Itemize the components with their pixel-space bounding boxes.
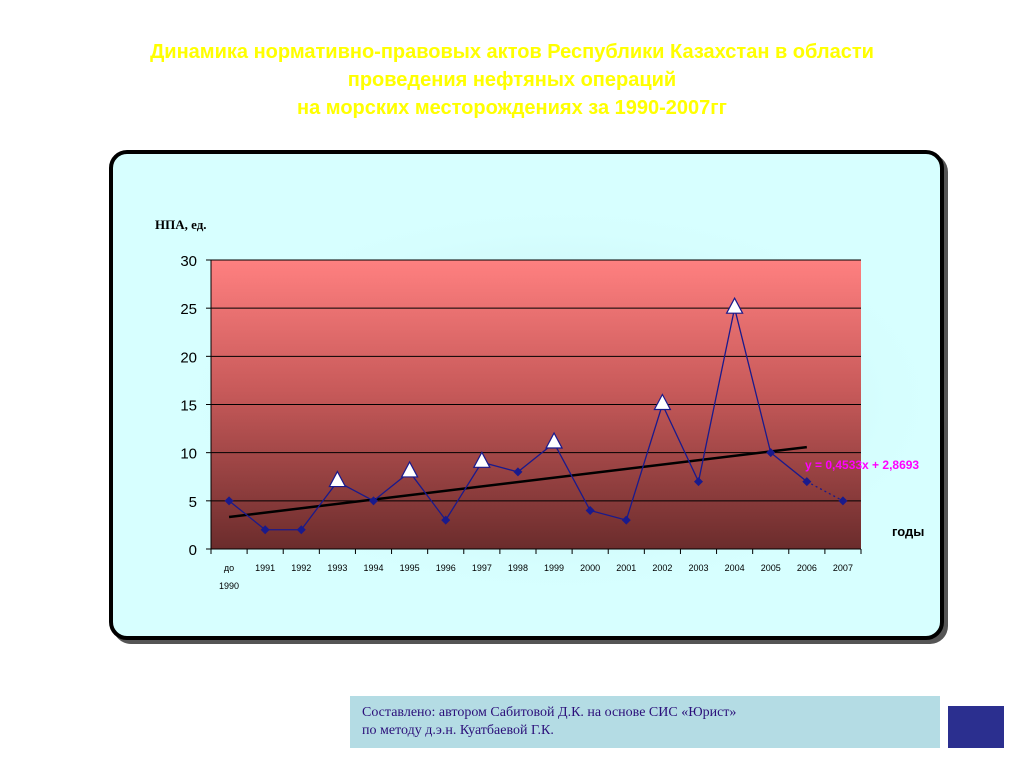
gridlines bbox=[211, 259, 861, 502]
x-tick-label: 1995 bbox=[400, 563, 420, 573]
data-point-triangle bbox=[725, 296, 744, 314]
data-point bbox=[621, 515, 631, 525]
data-point bbox=[802, 477, 812, 487]
x-tick-label: до 1990 bbox=[219, 563, 239, 591]
x-tick-label: 1991 bbox=[255, 563, 275, 573]
x-tick-label: 2004 bbox=[725, 563, 745, 573]
y-tick-label: 20 bbox=[180, 349, 197, 366]
x-tick-label: 2007 bbox=[833, 563, 853, 573]
decorative-square bbox=[948, 706, 1004, 748]
x-tick-label: 1993 bbox=[327, 563, 347, 573]
series bbox=[224, 296, 848, 535]
data-point-triangle bbox=[400, 460, 419, 478]
y-tick-label: 25 bbox=[180, 301, 197, 318]
data-point bbox=[441, 515, 451, 525]
data-point bbox=[585, 505, 595, 515]
data-point bbox=[513, 467, 523, 477]
x-tick-label: 1997 bbox=[472, 563, 492, 573]
trendline bbox=[228, 445, 807, 519]
data-point-triangle bbox=[545, 431, 564, 449]
data-point-triangle bbox=[653, 393, 672, 411]
credit-line-2: по методу д.э.н. Куатбаевой Г.К. bbox=[362, 723, 554, 738]
x-tick-label: 2002 bbox=[652, 563, 672, 573]
data-point-triangle bbox=[472, 451, 491, 468]
x-tick-label: 1996 bbox=[436, 563, 456, 573]
data-point bbox=[694, 477, 703, 487]
x-tick-labels: до 1990 1991 1992 1993 1994 1995 1996 1997 1998 19… bbox=[219, 563, 853, 591]
x-tick-label: 2005 bbox=[761, 563, 781, 573]
data-point bbox=[296, 525, 306, 535]
x-tick-label: 2003 bbox=[688, 563, 708, 573]
y-tick-label: 15 bbox=[180, 398, 197, 415]
x-tick-label: 1998 bbox=[508, 563, 528, 573]
data-point bbox=[369, 496, 378, 506]
y-tick-label: 30 bbox=[180, 253, 197, 270]
y-tick-labels: 0 5 10 15 20 25 30 bbox=[180, 253, 197, 559]
y-axis-label: НПА, ед. bbox=[155, 217, 207, 232]
x-tick-label: 1994 bbox=[363, 563, 383, 573]
x-tick-label: 2000 bbox=[580, 563, 600, 573]
series-line-projection bbox=[806, 480, 844, 502]
data-point-triangle bbox=[328, 470, 347, 488]
credit-box: Составлено: автором Сабитовой Д.К. на ос… bbox=[350, 696, 940, 748]
title-line-3: на морских месторождениях за 1990-2007гг bbox=[297, 97, 727, 119]
y-tick-label: 5 bbox=[189, 494, 197, 511]
data-point bbox=[838, 496, 848, 506]
credit-line-1: Составлено: автором Сабитовой Д.К. на ос… bbox=[362, 705, 737, 720]
x-tick-label: 1992 bbox=[291, 563, 311, 573]
axes bbox=[206, 259, 862, 554]
x-tick-label: 2006 bbox=[797, 563, 817, 573]
data-point bbox=[766, 448, 776, 458]
title-line-2: проведения нефтяных операций bbox=[347, 69, 677, 91]
x-tick-label: 1999 bbox=[544, 563, 564, 573]
title-line-1: Динамика нормативно-правовых актов Респу… bbox=[150, 41, 874, 63]
data-point bbox=[260, 525, 270, 535]
trendline-line bbox=[228, 445, 807, 519]
x-tick-label: 2001 bbox=[616, 563, 636, 573]
page-title: Динамика нормативно-правовых актов Респу… bbox=[0, 38, 1024, 122]
trendline-equation: y = 0,4533x + 2,8693 bbox=[805, 458, 919, 472]
y-tick-label: 10 bbox=[180, 446, 197, 463]
data-point bbox=[224, 496, 234, 506]
y-tick-label: 0 bbox=[189, 542, 197, 559]
x-axis-label: годы bbox=[892, 524, 924, 539]
